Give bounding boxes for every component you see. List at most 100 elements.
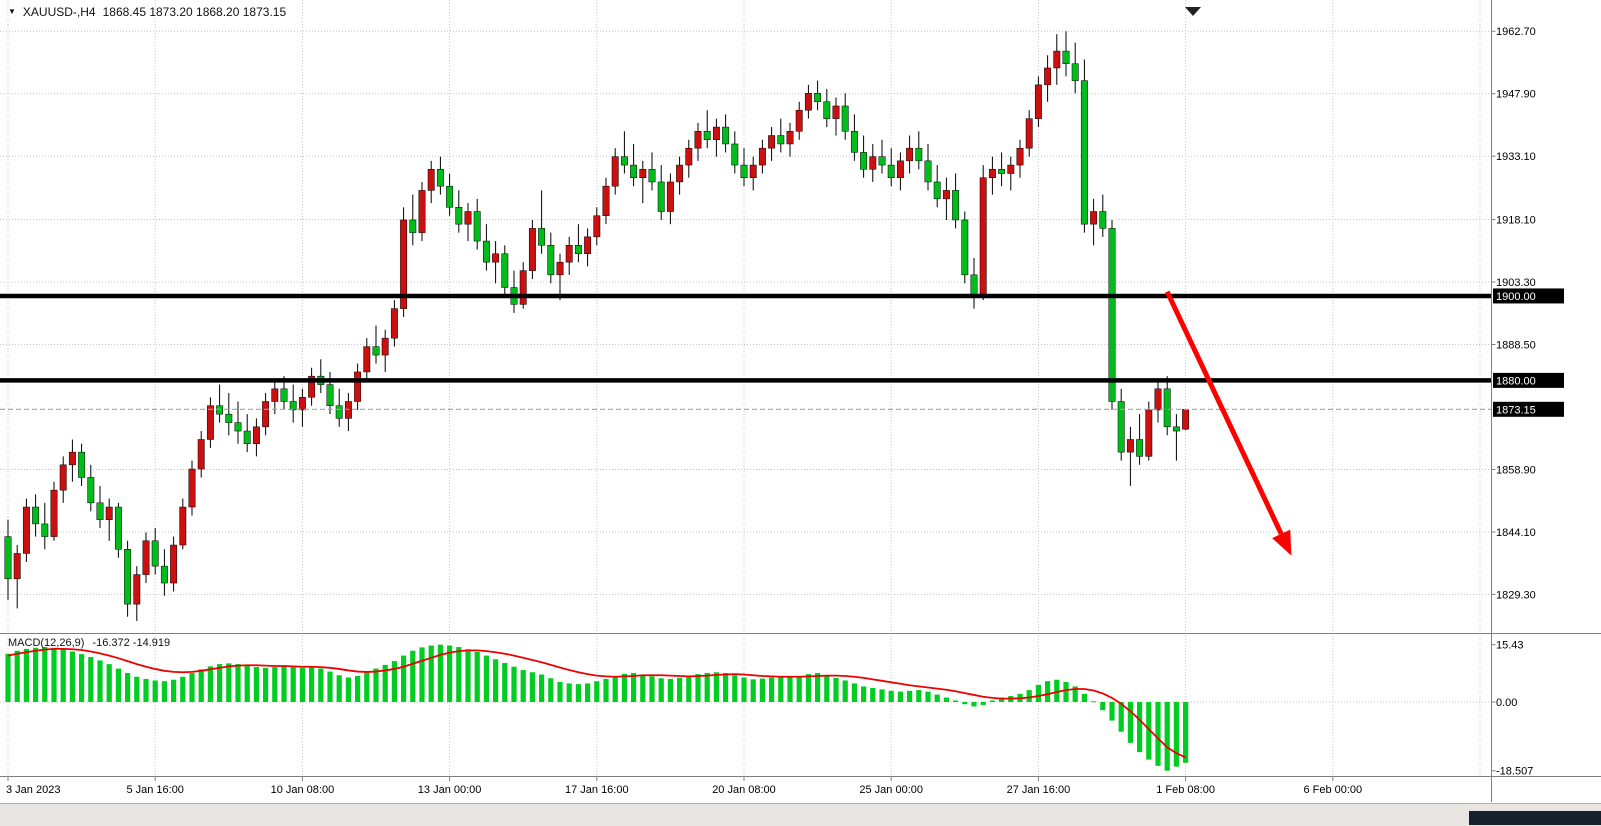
candle <box>1016 147 1024 166</box>
candle <box>1071 63 1079 81</box>
candle <box>409 219 417 233</box>
candle <box>942 190 950 200</box>
level-price-tag-text: 1900.00 <box>1496 291 1536 303</box>
macd-histogram-bar <box>106 664 112 702</box>
level-price-tag: 1900.00 <box>1493 288 1564 304</box>
macd-histogram <box>5 644 1189 771</box>
candle <box>234 422 242 432</box>
candle <box>519 270 527 305</box>
macd-histogram-bar <box>833 677 839 702</box>
candle <box>50 489 58 537</box>
macd-histogram-bar <box>640 674 646 702</box>
macd-histogram-bar <box>14 650 20 702</box>
price-axis[interactable] <box>1492 0 1601 802</box>
macd-histogram-bar <box>851 683 857 702</box>
candle <box>841 105 849 132</box>
macd-histogram-bar <box>318 668 324 702</box>
candle <box>142 540 150 575</box>
candle <box>427 169 435 191</box>
macd-histogram-bar <box>732 675 738 702</box>
macd-histogram-bar <box>658 678 664 702</box>
macd-histogram-bar <box>861 686 867 702</box>
macd-histogram-bar <box>621 673 627 702</box>
macd-histogram-bar <box>1127 701 1133 743</box>
macd-histogram-bar <box>483 655 489 702</box>
candle <box>124 549 132 605</box>
candle <box>952 190 960 221</box>
time-axis-label: 1 Feb 08:00 <box>1156 784 1215 796</box>
macd-histogram-bar <box>60 649 66 702</box>
macd-histogram-bar <box>382 664 388 702</box>
macd-histogram-bar <box>548 678 554 702</box>
macd-histogram-bar <box>805 674 811 702</box>
candle <box>473 211 481 242</box>
macd-histogram-bar <box>217 664 223 702</box>
candle <box>96 502 104 520</box>
macd-histogram-bar <box>741 677 747 702</box>
macd-histogram-bar <box>907 690 913 702</box>
chart-title: ▼ XAUUSD-,H4 1868.45 1873.20 1868.20 187… <box>8 5 286 19</box>
trend-arrow-head[interactable] <box>1272 529 1292 556</box>
candle <box>1145 409 1153 457</box>
macd-histogram-bar <box>290 667 296 702</box>
time-axis-label: 3 Jan 2023 <box>6 784 60 796</box>
candle <box>593 215 601 238</box>
time-axis[interactable] <box>0 777 1601 802</box>
candle <box>620 156 628 166</box>
candle <box>850 131 858 153</box>
candle <box>1090 211 1098 225</box>
candle <box>915 147 923 162</box>
macd-histogram-bar <box>787 677 793 702</box>
chart-plot-area[interactable] <box>0 0 1491 776</box>
chart-dropdown-icon[interactable]: ▼ <box>8 7 16 16</box>
candle <box>804 93 812 111</box>
macd-histogram-bar <box>447 645 453 702</box>
macd-histogram-bar <box>539 674 545 702</box>
candle <box>795 109 803 132</box>
macd-histogram-bar <box>916 690 922 702</box>
macd-histogram-bar <box>971 701 977 707</box>
macd-histogram-bar <box>345 677 351 702</box>
candle <box>666 181 674 212</box>
candle <box>1044 67 1052 86</box>
macd-histogram-bar <box>299 667 305 702</box>
price-axis-label: 1933.10 <box>1496 151 1536 163</box>
macd-signal-line <box>7 647 1186 759</box>
candle <box>528 228 536 271</box>
candle <box>703 131 711 140</box>
candle <box>1034 84 1042 119</box>
macd-histogram-bar <box>824 675 830 702</box>
macd-histogram-bar <box>704 673 710 702</box>
candle <box>4 536 12 580</box>
price-axis-label: 1903.30 <box>1496 277 1536 289</box>
candle <box>979 177 987 297</box>
pane-separators <box>0 0 1601 802</box>
macd-histogram-bar <box>934 694 940 702</box>
candle <box>298 397 306 411</box>
candle <box>998 169 1006 174</box>
macd-histogram-bar <box>42 647 48 702</box>
macd-histogram-bar <box>180 676 186 702</box>
candle <box>418 190 426 233</box>
macd-histogram-bar <box>419 647 425 702</box>
candle <box>547 245 555 276</box>
candle <box>308 375 316 398</box>
macd-histogram-bar <box>143 678 149 702</box>
macd-histogram-bar <box>999 697 1005 702</box>
trend-arrow-line[interactable] <box>1164 290 1284 535</box>
price-axis-label: 1858.90 <box>1496 464 1536 476</box>
price-axis-label: 1844.10 <box>1496 527 1536 539</box>
candle <box>280 388 288 402</box>
chart-symbol-timeframe: XAUUSD-,H4 <box>22 5 96 19</box>
candle <box>225 413 233 423</box>
macd-histogram-bar <box>778 676 784 702</box>
macd-histogram-bar <box>391 661 397 702</box>
candle <box>197 439 205 470</box>
candle <box>390 308 398 339</box>
candle <box>455 207 463 225</box>
candle <box>216 405 224 415</box>
macd-histogram-bar <box>585 683 591 702</box>
macd-histogram-bar <box>897 691 903 702</box>
macd-histogram-bar <box>1183 701 1189 763</box>
